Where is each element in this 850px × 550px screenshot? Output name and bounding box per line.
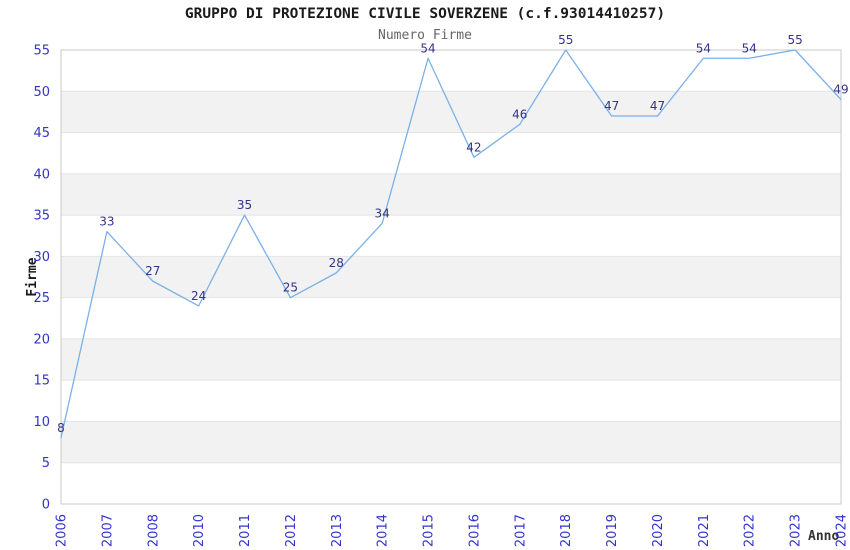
x-tick-label: 2018	[559, 514, 574, 547]
x-tick-label: 2012	[284, 514, 299, 547]
data-point-label: 8	[57, 421, 65, 435]
x-tick-label: 2016	[467, 514, 482, 547]
plot-band	[61, 173, 841, 216]
data-point-label: 34	[375, 206, 390, 220]
y-tick-label: 20	[33, 332, 50, 347]
y-tick-label: 0	[42, 498, 50, 513]
x-tick-label: 2017	[513, 514, 528, 547]
x-tick-label: 2007	[100, 514, 115, 547]
x-tick-label: 2022	[743, 514, 758, 547]
data-point-label: 47	[604, 99, 619, 113]
x-tick-label: 2013	[330, 514, 345, 547]
chart-title: GRUPPO DI PROTEZIONE CIVILE SOVERZENE (c…	[184, 6, 666, 22]
data-line	[60, 49, 842, 439]
x-tick-label: 2010	[192, 514, 207, 547]
x-tick-label: 2006	[55, 514, 70, 547]
x-tick-label: 2014	[376, 514, 391, 547]
plot-band	[61, 91, 841, 133]
data-point-label: 27	[145, 264, 160, 278]
plot-frame	[60, 49, 842, 505]
data-point-label: 35	[237, 198, 252, 212]
chart-subtitle: Numero Firme	[378, 28, 472, 43]
x-tick-label: 2015	[422, 514, 437, 547]
data-point-label: 54	[420, 41, 435, 55]
data-point-label: 49	[833, 83, 848, 97]
data-point-label: 33	[99, 215, 114, 229]
x-tick-label: 2020	[651, 514, 666, 547]
data-point-label: 24	[191, 289, 206, 303]
data-point-label: 54	[696, 41, 711, 55]
y-tick-label: 45	[33, 126, 50, 141]
y-tick-label: 35	[33, 209, 50, 224]
x-tick-label: 2008	[146, 514, 161, 547]
y-tick-label: 40	[33, 167, 50, 182]
plot-band	[61, 256, 841, 298]
plot-band	[61, 421, 841, 463]
y-tick-label: 25	[33, 291, 50, 306]
data-point-label: 55	[787, 33, 802, 47]
y-tick-label: 30	[33, 250, 50, 265]
y-tick-label: 10	[33, 415, 50, 430]
x-tick-label: 2024	[835, 514, 850, 547]
x-tick-label: 2019	[605, 514, 620, 547]
x-axis-title: Anno	[808, 529, 840, 544]
data-point-label: 25	[283, 281, 298, 295]
data-point-label: 28	[329, 256, 344, 270]
data-point-label: 46	[512, 107, 527, 121]
data-point-label: 42	[466, 140, 481, 154]
y-tick-label: 50	[33, 85, 50, 100]
x-tick-label: 2021	[697, 514, 712, 547]
y-tick-label: 55	[33, 44, 50, 59]
x-tick-label: 2011	[238, 514, 253, 547]
x-tick-label: 2023	[789, 514, 804, 547]
y-tick-label: 5	[42, 456, 50, 471]
y-tick-label: 15	[33, 374, 50, 389]
data-point-label: 54	[742, 41, 757, 55]
data-point-label: 55	[558, 33, 573, 47]
data-point-label: 47	[650, 99, 665, 113]
plot-band	[61, 338, 841, 381]
